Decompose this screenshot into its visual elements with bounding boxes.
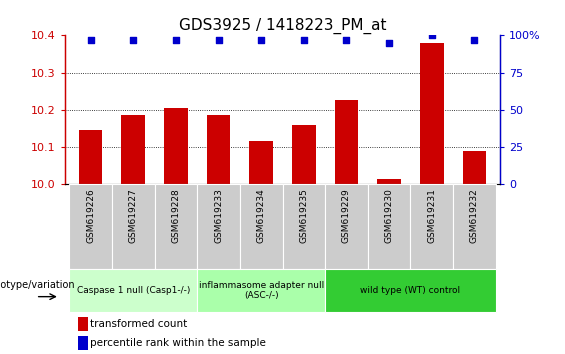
Text: transformed count: transformed count	[90, 319, 187, 329]
Text: wild type (WT) control: wild type (WT) control	[360, 286, 460, 295]
Bar	[377, 178, 401, 184]
Text: GSM619233: GSM619233	[214, 188, 223, 243]
Bar	[121, 115, 145, 184]
Bar	[282, 184, 325, 269]
Text: percentile rank within the sample: percentile rank within the sample	[90, 338, 266, 348]
Bar	[69, 184, 112, 269]
Bar	[155, 184, 197, 269]
Bar	[325, 269, 496, 312]
Point	[214, 37, 223, 43]
Bar	[292, 125, 316, 184]
Bar	[197, 184, 240, 269]
Point	[299, 37, 308, 43]
Point	[342, 37, 351, 43]
Point	[86, 37, 95, 43]
Bar	[463, 151, 486, 184]
Bar	[164, 108, 188, 184]
Text: GSM619235: GSM619235	[299, 188, 308, 243]
Text: genotype/variation: genotype/variation	[0, 280, 76, 290]
Point	[171, 37, 180, 43]
Point	[257, 37, 266, 43]
Bar	[197, 269, 325, 312]
Bar	[79, 130, 102, 184]
Bar	[69, 269, 197, 312]
Text: GSM619226: GSM619226	[86, 188, 95, 243]
Title: GDS3925 / 1418223_PM_at: GDS3925 / 1418223_PM_at	[179, 18, 386, 34]
Bar	[112, 184, 155, 269]
Point	[129, 37, 138, 43]
Text: GSM619231: GSM619231	[427, 188, 436, 243]
Bar	[420, 43, 444, 184]
Bar	[78, 317, 89, 331]
Bar	[334, 101, 358, 184]
Bar	[453, 184, 496, 269]
Bar	[325, 184, 368, 269]
Bar	[78, 336, 89, 350]
Text: GSM619230: GSM619230	[385, 188, 394, 243]
Text: Caspase 1 null (Casp1-/-): Caspase 1 null (Casp1-/-)	[76, 286, 190, 295]
Point	[427, 33, 436, 38]
Text: GSM619227: GSM619227	[129, 188, 138, 243]
Text: GSM619232: GSM619232	[470, 188, 479, 243]
Point	[470, 37, 479, 43]
Text: GSM619228: GSM619228	[171, 188, 180, 243]
Bar	[207, 115, 231, 184]
Bar	[240, 184, 282, 269]
Text: inflammasome adapter null
(ASC-/-): inflammasome adapter null (ASC-/-)	[198, 281, 324, 300]
Text: GSM619229: GSM619229	[342, 188, 351, 243]
Bar	[368, 184, 410, 269]
Bar	[249, 141, 273, 184]
Bar	[410, 184, 453, 269]
Point	[385, 40, 394, 46]
Text: GSM619234: GSM619234	[257, 188, 266, 243]
